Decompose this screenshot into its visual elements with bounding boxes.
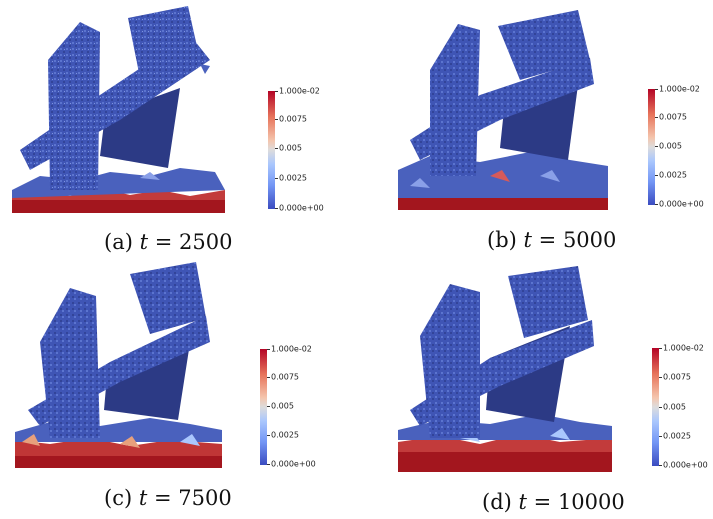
colorbar-tick-label: 0.0075: [659, 112, 687, 122]
panel-c: 1.000e-02 0.0075 0.005 0.0025 0.000e+00 …: [0, 262, 360, 519]
colorbar-b: 1.000e-02 0.0075 0.005 0.0025 0.000e+00: [648, 85, 713, 209]
colorbar-max-label: 1.000e-02: [659, 84, 700, 94]
colorbar-a: 1.000e-02 0.0075 0.005 0.0025 0.000e+00: [268, 87, 348, 213]
caption-d: (d) t = 10000: [482, 490, 625, 514]
colorbar-tick-label: 0.0025: [279, 173, 307, 183]
colorbar-tick-label: 0.0075: [279, 114, 307, 124]
simulation-render-c: [15, 262, 222, 468]
colorbar-tick-label: 0.005: [271, 401, 294, 411]
colorbar-c: 1.000e-02 0.0075 0.005 0.0025 0.000e+00: [260, 345, 340, 469]
colorbar-max-label: 1.000e-02: [663, 343, 704, 353]
panel-a: 1.000e-02 0.0075 0.005 0.0025 0.000e+00 …: [0, 0, 360, 260]
colorbar-tick-label: 0.0025: [659, 170, 687, 180]
simulation-render-b: [398, 10, 608, 210]
colorbar-max-label: 1.000e-02: [279, 86, 320, 96]
caption-a: (a) t = 2500: [104, 230, 233, 254]
colorbar-tick-label: 0.0075: [271, 372, 299, 382]
colorbar-gradient: [648, 89, 655, 205]
colorbar-gradient: [260, 349, 267, 465]
simulation-render-d: [398, 266, 612, 472]
colorbar-max-label: 1.000e-02: [271, 344, 312, 354]
colorbar-tick-label: 0.0025: [663, 431, 691, 441]
panel-d: 1.000e-02 0.0075 0.005 0.0025 0.000e+00 …: [380, 262, 713, 519]
colorbar-min-label: 0.000e+00: [271, 459, 316, 469]
colorbar-min-label: 0.000e+00: [663, 460, 708, 470]
colorbar-tick-label: 0.0075: [663, 372, 691, 382]
colorbar-tick-label: 0.005: [663, 402, 686, 412]
colorbar-min-label: 0.000e+00: [659, 199, 704, 209]
colorbar-tick-label: 0.005: [279, 143, 302, 153]
colorbar-tick-label: 0.0025: [271, 430, 299, 440]
colorbar-tick-label: 0.005: [659, 141, 682, 151]
caption-b: (b) t = 5000: [487, 228, 617, 252]
colorbar-gradient: [268, 91, 275, 209]
panel-b: 1.000e-02 0.0075 0.005 0.0025 0.000e+00 …: [380, 0, 713, 260]
colorbar-gradient: [652, 348, 659, 466]
simulation-render-a: [12, 6, 225, 213]
colorbar-min-label: 0.000e+00: [279, 203, 324, 213]
colorbar-d: 1.000e-02 0.0075 0.005 0.0025 0.000e+00: [652, 344, 712, 472]
caption-c: (c) t = 7500: [104, 486, 232, 510]
